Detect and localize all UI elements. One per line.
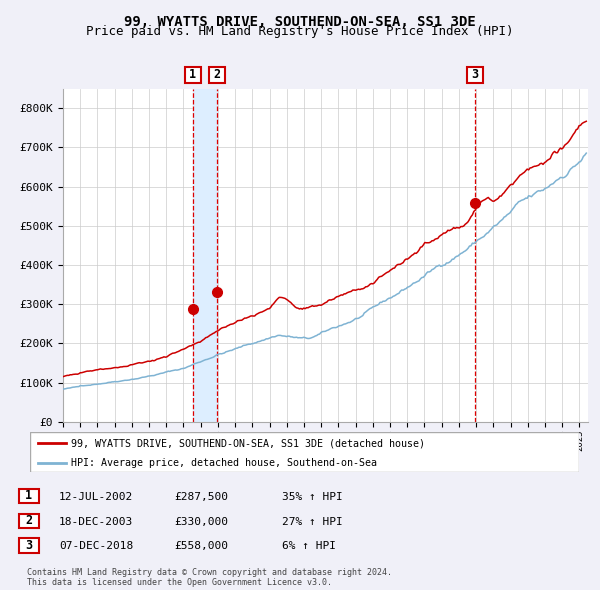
Text: 2: 2 [214,68,221,81]
Text: 99, WYATTS DRIVE, SOUTHEND-ON-SEA, SS1 3DE (detached house): 99, WYATTS DRIVE, SOUTHEND-ON-SEA, SS1 3… [71,438,425,448]
Bar [193,88,217,422]
FancyBboxPatch shape [209,67,226,83]
Text: 1: 1 [189,68,196,81]
Text: 12-JUL-2002: 12-JUL-2002 [59,492,133,502]
Text: 1: 1 [25,489,32,503]
Text: 6% ↑ HPI: 6% ↑ HPI [282,542,336,551]
Text: 35% ↑ HPI: 35% ↑ HPI [282,492,343,502]
Text: 2: 2 [25,514,32,527]
Text: 3: 3 [25,539,32,552]
FancyBboxPatch shape [467,67,483,83]
Text: 27% ↑ HPI: 27% ↑ HPI [282,517,343,526]
Text: 3: 3 [472,68,478,81]
Text: 99, WYATTS DRIVE, SOUTHEND-ON-SEA, SS1 3DE: 99, WYATTS DRIVE, SOUTHEND-ON-SEA, SS1 3… [124,15,476,29]
Text: Contains HM Land Registry data © Crown copyright and database right 2024.
This d: Contains HM Land Registry data © Crown c… [27,568,392,587]
Text: £330,000: £330,000 [174,517,228,526]
Text: £558,000: £558,000 [174,542,228,551]
Text: 18-DEC-2003: 18-DEC-2003 [59,517,133,526]
FancyBboxPatch shape [19,489,38,503]
Text: £287,500: £287,500 [174,492,228,502]
FancyBboxPatch shape [185,67,201,83]
Text: HPI: Average price, detached house, Southend-on-Sea: HPI: Average price, detached house, Sout… [71,458,377,468]
FancyBboxPatch shape [30,432,579,472]
Text: Price paid vs. HM Land Registry's House Price Index (HPI): Price paid vs. HM Land Registry's House … [86,25,514,38]
FancyBboxPatch shape [19,538,38,553]
Text: 07-DEC-2018: 07-DEC-2018 [59,542,133,551]
FancyBboxPatch shape [19,513,38,528]
